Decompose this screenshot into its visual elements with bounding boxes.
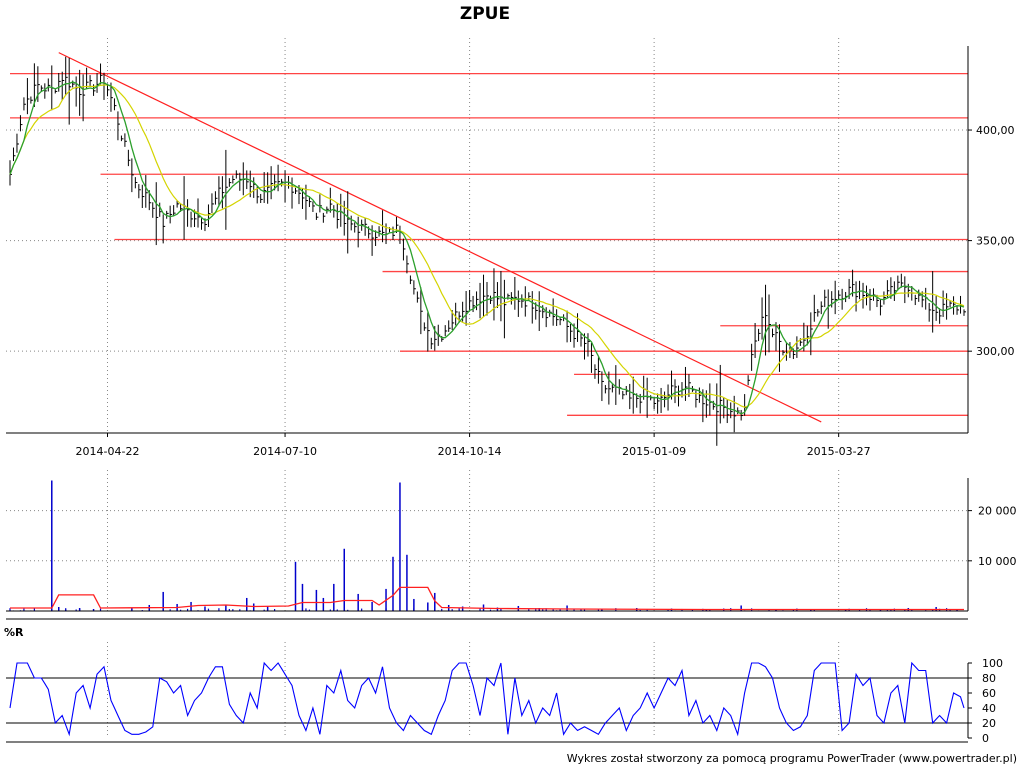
x-tick-label: 2015-03-27	[807, 445, 871, 458]
volume-y-tick-label: 10 000	[978, 555, 1017, 568]
x-tick-label: 2014-07-10	[253, 445, 317, 458]
chart-title: ZPUE	[460, 4, 510, 24]
trendline	[58, 52, 822, 423]
price-panel: 300,00 350,00 400,00 2014-04-22 2014-07-10 20…	[6, 38, 1015, 458]
footer-credit: Wykres został stworzony za pomocą progra…	[567, 752, 1017, 765]
price-y-tick-label: 350,00	[976, 235, 1015, 248]
x-tick-label: 2014-04-22	[76, 445, 140, 458]
williams-r-panel: %R 0 20 40 60 80 100	[4, 626, 1003, 745]
price-y-tick-label: 300,00	[976, 345, 1015, 358]
williams-r-y-tick-label: 100	[982, 657, 1003, 670]
volume-panel: 10 000 20 000	[6, 470, 1017, 620]
williams-r-y-tick-label: 40	[982, 702, 996, 715]
williams-r-label: %R	[4, 626, 24, 639]
williams-r-y-tick-label: 80	[982, 672, 996, 685]
williams-r-y-tick-label: 0	[982, 732, 989, 745]
williams-r-y-tick-label: 60	[982, 687, 996, 700]
sma-long-line	[9, 84, 965, 408]
x-tick-label: 2015-01-09	[622, 445, 686, 458]
volume-average-line	[10, 586, 964, 611]
x-tick-label: 2014-10-14	[438, 445, 502, 458]
sma-short-line	[9, 81, 965, 415]
williams-r-line	[9, 661, 965, 737]
price-y-tick-label: 400,00	[976, 124, 1015, 137]
volume-y-tick-label: 20 000	[978, 505, 1017, 518]
williams-r-y-tick-label: 20	[982, 717, 996, 730]
